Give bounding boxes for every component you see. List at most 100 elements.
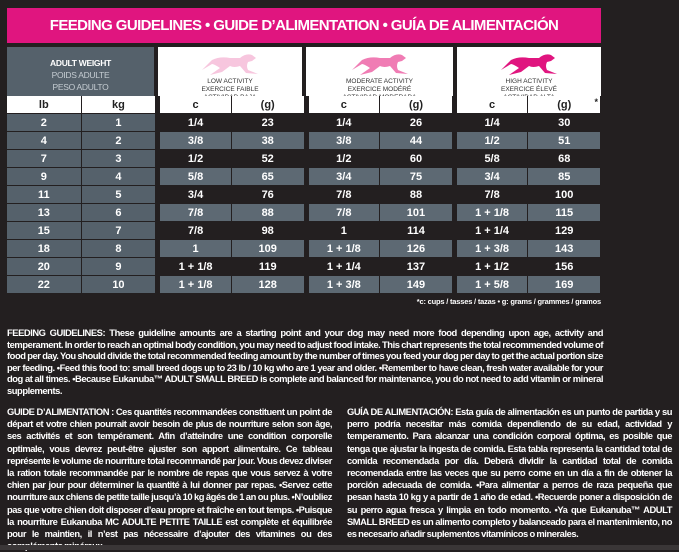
table-cell: (g) — [380, 96, 453, 114]
table-row: 13 6 7/8 88 7/8 101 1 + 1/8 115 — [7, 204, 602, 222]
table-cell: 169 — [528, 276, 602, 294]
activity-label-en: LOW ACTIVITY — [207, 78, 253, 85]
table-cell: 52 — [231, 150, 305, 168]
units-row: lb kg c (g) c (g) c (g) * — [7, 96, 602, 114]
table-cell: 143 — [528, 240, 602, 258]
weight-label-fr: POIDS ADULTE — [51, 70, 110, 80]
table-cell: 1 + 1/4 — [308, 258, 381, 276]
activity-label-fr: EXERCICE ÉLEVÉ — [501, 86, 557, 93]
running-dog-icon — [202, 54, 258, 75]
feeding-table: ADULT WEIGHT POIDS ADULTE PESO ADULTO LO… — [7, 47, 602, 294]
table-cell: 88 — [231, 204, 305, 222]
table-cell: 5/8 — [456, 150, 529, 168]
table-cell: 60 — [380, 150, 453, 168]
table-cell: 7/8 — [308, 204, 381, 222]
table-cell: 109 — [231, 240, 305, 258]
activity-header-high: HIGH ACTIVITY EXERCICE ÉLEVÉ ACTIVIDAD A… — [457, 47, 601, 101]
table-cell: 1/4 — [308, 114, 381, 132]
table-cell: 26 — [380, 114, 453, 132]
table-cell: (g) — [231, 96, 305, 114]
footnote: *c: cups / tasses / tazas • g: grams / g… — [416, 297, 601, 306]
table-cell: 1 + 3/8 — [308, 276, 381, 294]
table-cell: c — [160, 96, 232, 114]
table-cell: 23 — [231, 114, 305, 132]
table-cell: 1 — [160, 240, 232, 258]
table-cell: 1 + 3/8 — [456, 240, 529, 258]
table-cell: 15 — [7, 222, 82, 240]
table-cell: 5/8 — [160, 168, 232, 186]
table-cell: 9 — [81, 258, 157, 276]
table-cell: 18 — [7, 240, 82, 258]
bottom-divider — [0, 545, 679, 550]
running-dog-icon — [501, 54, 557, 75]
table-cell: 1 + 1/8 — [160, 276, 232, 294]
adult-weight-header: ADULT WEIGHT POIDS ADULTE PESO ADULTO — [7, 47, 154, 96]
table-cell: 2 — [81, 132, 157, 150]
weight-label-es: PESO ADULTO — [52, 82, 109, 92]
table-cell: 44 — [380, 132, 453, 150]
table-cell: 7/8 — [308, 186, 381, 204]
table-cell: lb — [7, 96, 82, 114]
table-cell: 11 — [7, 186, 82, 204]
running-dog-icon — [351, 54, 408, 75]
table-cell: 98 — [231, 222, 305, 240]
asterisk: * — [594, 97, 598, 107]
table-cell: 5 — [81, 186, 157, 204]
table-cell: c — [456, 96, 529, 114]
table-row: 11 5 3/4 76 7/8 88 7/8 100 — [7, 186, 602, 204]
guidelines-text-en: FEEDING GUIDELINES: These guideline amou… — [7, 327, 603, 396]
table-cell: 115 — [528, 204, 602, 222]
table-row: 20 9 1 + 1/8 119 1 + 1/4 137 1 + 1/2 156 — [7, 258, 602, 276]
table-cell: 3/4 — [308, 168, 381, 186]
table-cell: 7 — [81, 222, 157, 240]
table-cell: 4 — [81, 168, 157, 186]
table-cell: 114 — [380, 222, 453, 240]
table-cell: 2 — [7, 114, 82, 132]
table-cell: 1 + 5/8 — [456, 276, 529, 294]
table-cell: 13 — [7, 204, 82, 222]
table-cell: 7 — [7, 150, 82, 168]
table-cell: kg — [81, 96, 157, 114]
guidelines-text-es: GUÍA DE ALIMENTACIÓN: Esta guía de alime… — [347, 406, 672, 540]
table-cell: 9 — [7, 168, 82, 186]
table-cell: 76 — [231, 186, 305, 204]
table-header: ADULT WEIGHT POIDS ADULTE PESO ADULTO LO… — [7, 47, 601, 101]
table-cell: 3/4 — [160, 186, 232, 204]
title-banner: FEEDING GUIDELINES • GUIDE D’ALIMENTATIO… — [7, 8, 601, 43]
table-cell: 75 — [380, 168, 453, 186]
table-cell: 1/2 — [160, 150, 232, 168]
weight-label-en: ADULT WEIGHT — [50, 58, 111, 68]
activity-header-moderate: MODERATE ACTIVITY EXERCICE MODÉRÉ ACTIVI… — [306, 47, 453, 101]
activity-header-low: LOW ACTIVITY EXERCICE FAIBLE ACTIVIDAD B… — [158, 47, 302, 101]
table-cell: 20 — [7, 258, 82, 276]
table-cell: 100 — [528, 186, 602, 204]
activity-label-fr: EXERCICE FAIBLE — [201, 86, 259, 93]
table-row: 15 7 7/8 98 1 114 1 + 1/4 129 — [7, 222, 602, 240]
table-cell: 1 — [308, 222, 381, 240]
table-cell: 68 — [528, 150, 602, 168]
table-cell: 128 — [231, 276, 305, 294]
table-cell: 1/2 — [456, 132, 529, 150]
table-cell: 30 — [528, 114, 602, 132]
table-cell: 1 + 1/8 — [456, 204, 529, 222]
table-row: 18 8 1 109 1 + 1/8 126 1 + 3/8 143 — [7, 240, 602, 258]
table-cell: 1 + 1/8 — [308, 240, 381, 258]
table-cell: 156 — [528, 258, 602, 276]
table-cell: 7/8 — [160, 222, 232, 240]
table-cell: 22 — [7, 276, 82, 294]
table-cell: 1/2 — [308, 150, 381, 168]
table-row: 22 10 1 + 1/8 128 1 + 3/8 149 1 + 5/8 169 — [7, 276, 602, 294]
table-cell: 6 — [81, 204, 157, 222]
table-cell: 51 — [528, 132, 602, 150]
table-cell: 149 — [380, 276, 453, 294]
table-cell: 38 — [231, 132, 305, 150]
table-cell: 7/8 — [160, 204, 232, 222]
table-cell: 7/8 — [456, 186, 529, 204]
table-cell: 88 — [380, 186, 453, 204]
table-cell: 3 — [81, 150, 157, 168]
table-cell: 4 — [7, 132, 82, 150]
table-row: 2 1 1/4 23 1/4 26 1/4 30 — [7, 114, 602, 132]
guidelines-text-fr: GUIDE D’ALIMENTATION : Ces quantités rec… — [7, 406, 332, 551]
activity-label-fr: EXERCICE MODÉRÉ — [347, 86, 412, 93]
table-row: 7 3 1/2 52 1/2 60 5/8 68 — [7, 150, 602, 168]
